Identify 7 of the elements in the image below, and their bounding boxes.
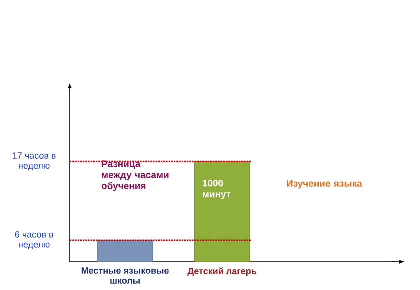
y-tick-label: 17 часов в неделю (13, 152, 56, 171)
y-tick-label: 6 часов в неделю (15, 231, 54, 250)
text: Изучение языка (287, 180, 362, 189)
annotation: Разница между часами обучения (102, 160, 169, 192)
annotation: 1000 минут (203, 180, 231, 200)
x-tick-label: Местные языковые школы (82, 268, 169, 284)
x-tick-label: Детский лагерь (188, 268, 257, 276)
